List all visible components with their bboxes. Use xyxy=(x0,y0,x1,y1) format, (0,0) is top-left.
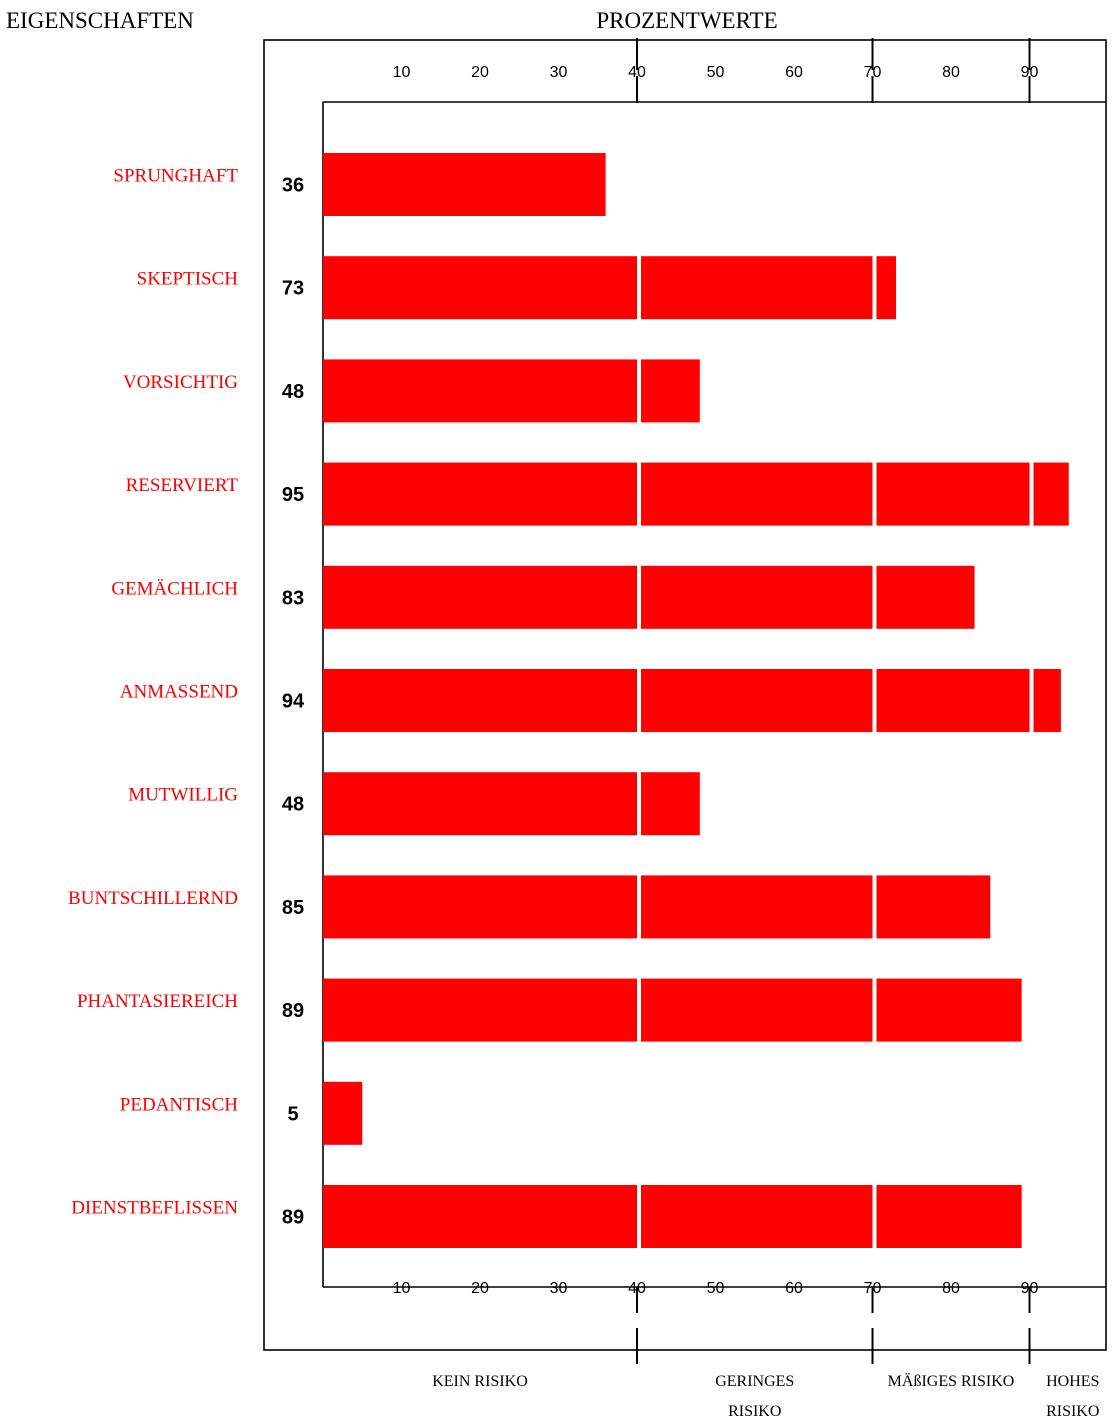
bar-series xyxy=(323,153,1069,1248)
bar-segment xyxy=(641,462,873,526)
risk-band-label: MÄßIGES RISIKO xyxy=(888,1372,1015,1390)
bar-segment xyxy=(641,565,873,629)
x-tick-label-bottom: 20 xyxy=(471,1280,489,1297)
outer-frame xyxy=(263,39,1107,1351)
value-label: 48 xyxy=(282,381,304,403)
value-label: 89 xyxy=(282,1000,304,1022)
x-tick-label-bottom: 60 xyxy=(785,1280,803,1297)
value-label: 89 xyxy=(282,1207,304,1229)
bar-segment xyxy=(323,978,637,1042)
bar-segment xyxy=(323,462,637,526)
bar-segment xyxy=(641,875,873,939)
x-tick-label-top: 10 xyxy=(393,64,411,81)
category-label: PHANTASIEREICH xyxy=(77,991,238,1012)
bar-segment xyxy=(641,772,700,836)
bar-segment xyxy=(876,462,1030,526)
x-tick-label-top: 70 xyxy=(864,64,882,81)
properties-header: EIGENSCHAFTEN xyxy=(6,8,194,33)
value-label: 95 xyxy=(282,484,304,506)
bar-segment xyxy=(323,565,637,629)
bar-segment xyxy=(641,1185,873,1248)
bar-segment xyxy=(1033,462,1069,526)
x-tick-label-bottom: 10 xyxy=(393,1280,411,1297)
risk-band-label: GERINGES xyxy=(715,1373,794,1390)
bar-segment xyxy=(323,359,637,423)
category-label: PEDANTISCH xyxy=(120,1094,239,1115)
bar-segment xyxy=(876,875,991,939)
risk-band-label: RISIKO xyxy=(1046,1403,1099,1420)
bar-segment xyxy=(641,978,873,1042)
value-label: 85 xyxy=(282,897,304,919)
x-tick-label-top: 50 xyxy=(707,64,725,81)
category-labels: SPRUNGHAFT 36 SKEPTISCH 73 VORSICHTIG 48 RESER… xyxy=(68,166,305,1229)
risk-band-labels: KEIN RISIKO GERINGES RISIKO MÄßIGES RISIKO H… xyxy=(432,1372,1099,1420)
bar-segment xyxy=(641,359,700,423)
x-tick-label-top: 80 xyxy=(942,64,960,81)
bar-segment xyxy=(876,978,1022,1042)
category-label: DIENSTBEFLISSEN xyxy=(71,1198,238,1219)
category-label: ANMASSEND xyxy=(120,682,238,703)
x-tick-label-bottom: 50 xyxy=(707,1280,725,1297)
x-tick-label-top: 20 xyxy=(471,64,489,81)
bar-segment xyxy=(1033,669,1061,732)
bar-segment xyxy=(323,256,637,320)
value-label: 83 xyxy=(282,587,304,609)
x-tick-label-bottom: 30 xyxy=(550,1280,568,1297)
bar-segment xyxy=(641,669,873,732)
category-label: BUNTSCHILLERND xyxy=(68,888,238,909)
bar-segment xyxy=(323,669,637,732)
bar-segment xyxy=(641,256,873,320)
x-tick-label-top: 90 xyxy=(1021,64,1039,81)
value-label: 48 xyxy=(282,794,304,816)
bar-segment xyxy=(323,153,606,216)
category-label: RESERVIERT xyxy=(126,475,239,496)
category-label: VORSICHTIG xyxy=(123,372,238,393)
value-label: 36 xyxy=(282,175,304,197)
x-tick-label-bottom: 80 xyxy=(942,1280,960,1297)
bar-segment xyxy=(876,1185,1022,1248)
x-tick-label-top: 30 xyxy=(550,64,568,81)
bar-segment xyxy=(323,1081,363,1145)
bar-segment xyxy=(323,875,637,939)
x-tick-label-top: 60 xyxy=(785,64,803,81)
value-label: 73 xyxy=(282,278,304,300)
risk-band-label: RISIKO xyxy=(728,1403,781,1420)
bar-segment xyxy=(876,669,1030,732)
value-label: 94 xyxy=(282,691,305,713)
bar-segment xyxy=(876,565,975,629)
bar-segment xyxy=(323,772,637,836)
category-label: MUTWILLIG xyxy=(128,785,238,806)
risk-band-label: HOHES xyxy=(1046,1373,1099,1390)
bar-segment xyxy=(876,256,897,320)
category-label: GEMÄCHLICH xyxy=(111,578,238,599)
risk-band-label: KEIN RISIKO xyxy=(432,1373,528,1390)
category-label: SPRUNGHAFT xyxy=(113,166,238,187)
value-label: 5 xyxy=(287,1103,298,1125)
x-tick-label-top: 40 xyxy=(628,64,646,81)
category-label: SKEPTISCH xyxy=(137,269,239,290)
bar-segment xyxy=(323,1185,637,1248)
percentiles-header: PROZENTWERTE xyxy=(596,8,777,33)
